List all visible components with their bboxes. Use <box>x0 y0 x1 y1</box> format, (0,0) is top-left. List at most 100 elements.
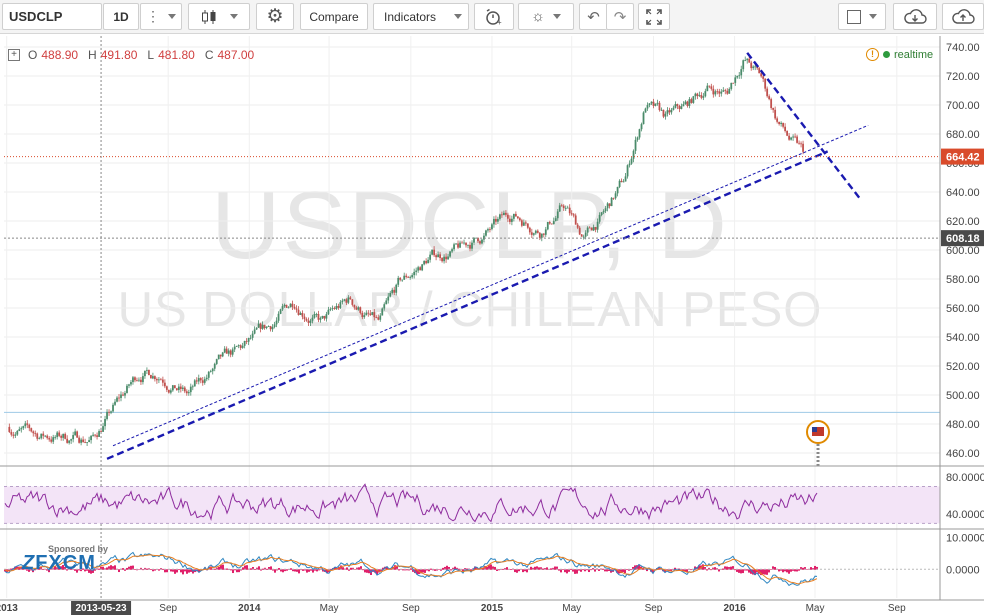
macd-histogram-bar <box>604 569 606 572</box>
sponsor-logo[interactable]: Sponsored by ZFXCM <box>22 544 108 575</box>
layout-button[interactable] <box>838 3 886 30</box>
macd-histogram-bar <box>404 569 406 571</box>
crosshair-price-tag <box>941 230 984 247</box>
chart-style-button[interactable] <box>188 3 250 30</box>
macd-histogram-bar <box>266 568 268 570</box>
candle-body <box>275 320 278 325</box>
macd-histogram-bar <box>524 569 526 572</box>
candle-body <box>92 434 94 436</box>
candle-body <box>335 305 338 309</box>
candle-body <box>14 434 17 436</box>
candle-body <box>796 136 798 143</box>
last-price-tag <box>941 148 984 165</box>
candle-body <box>566 207 569 209</box>
macd-histogram-bar <box>362 569 364 571</box>
candle-body <box>50 439 53 442</box>
macd-histogram-bar <box>268 567 270 570</box>
macd-histogram-bar <box>572 569 574 572</box>
macd-histogram-bar <box>718 569 720 572</box>
candle-body <box>664 113 667 117</box>
candle-body <box>44 435 47 437</box>
macd-histogram-bar <box>444 566 446 570</box>
indicators-button[interactable]: Indicators <box>373 3 469 30</box>
candle-body <box>155 379 158 381</box>
candle-body <box>315 313 318 315</box>
indicators-label: Indicators <box>384 9 437 24</box>
settings-button[interactable]: ⚙ <box>256 3 294 30</box>
macd-histogram-bar <box>232 569 234 574</box>
candle-body <box>638 129 641 138</box>
y-tick-label: 460.00 <box>946 448 980 460</box>
macd-histogram-bar <box>138 569 140 570</box>
macd-histogram-bar <box>214 568 216 570</box>
x-tick-label: 2014 <box>238 603 261 614</box>
interval-menu-button[interactable]: ⋮ <box>140 3 182 30</box>
macd-histogram-bar <box>568 569 570 572</box>
candle-body <box>465 242 467 246</box>
macd-histogram-bar <box>770 569 772 570</box>
macd-histogram-bar <box>132 565 134 570</box>
macd-histogram-bar <box>276 569 278 571</box>
macd-histogram-bar <box>800 567 802 570</box>
macd-histogram-bar <box>46 569 48 571</box>
candle-body <box>518 218 521 221</box>
candle-body <box>668 110 671 113</box>
macd-histogram-bar <box>436 569 438 571</box>
macd-histogram-bar <box>82 568 84 570</box>
macd-histogram-bar <box>22 568 24 570</box>
save-cloud-button[interactable] <box>942 3 984 30</box>
candle-body <box>746 58 749 61</box>
top-toolbar: USDCLP 1D ⋮ ⚙ Compare Indicators + ☼ ↶ ↷ <box>0 0 984 34</box>
candle-body <box>473 237 475 243</box>
alert-button[interactable]: + <box>474 3 514 30</box>
macd-signal-line <box>4 554 818 585</box>
candle-body <box>72 435 75 440</box>
candle-body <box>289 303 292 308</box>
candle-body <box>363 315 366 318</box>
macd-histogram-bar <box>312 569 314 573</box>
macd-histogram-bar <box>728 567 730 570</box>
candle-body <box>381 308 384 316</box>
macd-histogram-bar <box>686 569 688 573</box>
candle-body <box>728 88 731 94</box>
candle-body <box>185 391 188 394</box>
chevron-down-icon <box>869 14 877 19</box>
candle-body <box>467 244 469 246</box>
us-flag-stripes <box>812 427 824 436</box>
candle-body <box>532 233 535 235</box>
macd-histogram-bar <box>240 569 242 571</box>
candle-body <box>399 277 402 280</box>
symbol-field[interactable]: USDCLP <box>2 3 102 30</box>
macd-histogram-bar <box>550 568 552 570</box>
candle-body <box>798 142 800 144</box>
macd-histogram-bar <box>84 569 86 572</box>
candle-body <box>520 220 523 226</box>
candle-body <box>506 214 509 219</box>
macd-histogram-bar <box>722 568 724 570</box>
candle-body <box>768 96 771 100</box>
candle-body <box>98 431 100 437</box>
load-cloud-button[interactable] <box>893 3 937 30</box>
undo-button[interactable]: ↶ <box>579 3 607 30</box>
interval-button[interactable]: 1D <box>103 3 139 30</box>
macd-histogram-bar <box>366 569 368 573</box>
macd-histogram-bar <box>180 569 182 573</box>
compare-button[interactable]: Compare <box>300 3 368 30</box>
fullscreen-button[interactable] <box>638 3 670 30</box>
candle-body <box>353 304 356 308</box>
ideas-button[interactable]: ☼ <box>518 3 574 30</box>
candle-body <box>700 95 703 98</box>
macd-histogram-bar <box>582 569 584 571</box>
candle-body <box>417 267 420 271</box>
candle-body <box>283 304 286 307</box>
candle-body <box>167 389 170 393</box>
redo-button[interactable]: ↷ <box>606 3 634 30</box>
macd-histogram-bar <box>190 569 192 572</box>
candle-body <box>510 218 513 222</box>
candle-body <box>241 345 244 348</box>
warning-icon[interactable]: ! <box>866 48 879 61</box>
macd-histogram-bar <box>428 569 430 572</box>
expand-plus-icon[interactable]: + <box>8 49 20 61</box>
candle-body <box>391 289 394 293</box>
